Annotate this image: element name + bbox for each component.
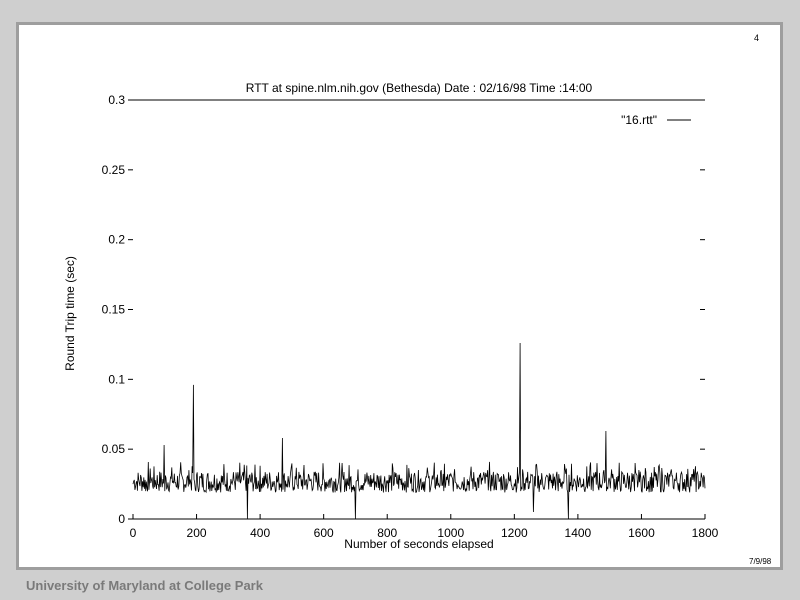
y-tick-label: 0.25 — [102, 163, 126, 177]
x-tick-label: 1000 — [437, 526, 464, 540]
y-tick-label: 0.3 — [108, 93, 125, 107]
x-axis-label: Number of seconds elapsed — [344, 537, 493, 551]
x-tick-label: 1800 — [692, 526, 719, 540]
legend-label: "16.rtt" — [621, 113, 657, 127]
x-tick-label: 1400 — [565, 526, 592, 540]
rtt-chart: 0 0.05 0.1 0.15 0.2 0.25 0.3 0 200 400 600 800 1000 1… — [63, 81, 719, 551]
slide-date: 7/9/98 — [749, 557, 772, 566]
page-number: 4 — [754, 33, 760, 43]
x-tick-label: 0 — [130, 526, 137, 540]
x-tick-label: 400 — [250, 526, 270, 540]
y-tick-label: 0.05 — [102, 442, 126, 456]
x-tick-label: 1200 — [501, 526, 528, 540]
x-tick-label: 1600 — [628, 526, 655, 540]
series-line-16-rtt — [132, 342, 706, 520]
slide: 0 0.05 0.1 0.15 0.2 0.25 0.3 0 200 400 600 800 1000 1… — [16, 22, 783, 570]
x-tick-label: 200 — [187, 526, 207, 540]
y-tick-label: 0 — [118, 512, 125, 526]
x-tick-label: 600 — [314, 526, 334, 540]
y-axis-label: Round Trip time (sec) — [63, 256, 77, 371]
footer-text: University of Maryland at College Park — [26, 578, 263, 593]
y-tick-label: 0.1 — [108, 372, 125, 386]
x-tick-label: 800 — [377, 526, 397, 540]
chart-title: RTT at spine.nlm.nih.gov (Bethesda) Date… — [246, 81, 593, 95]
y-tick-label: 0.2 — [108, 233, 125, 247]
y-tick-label: 0.15 — [102, 303, 126, 317]
